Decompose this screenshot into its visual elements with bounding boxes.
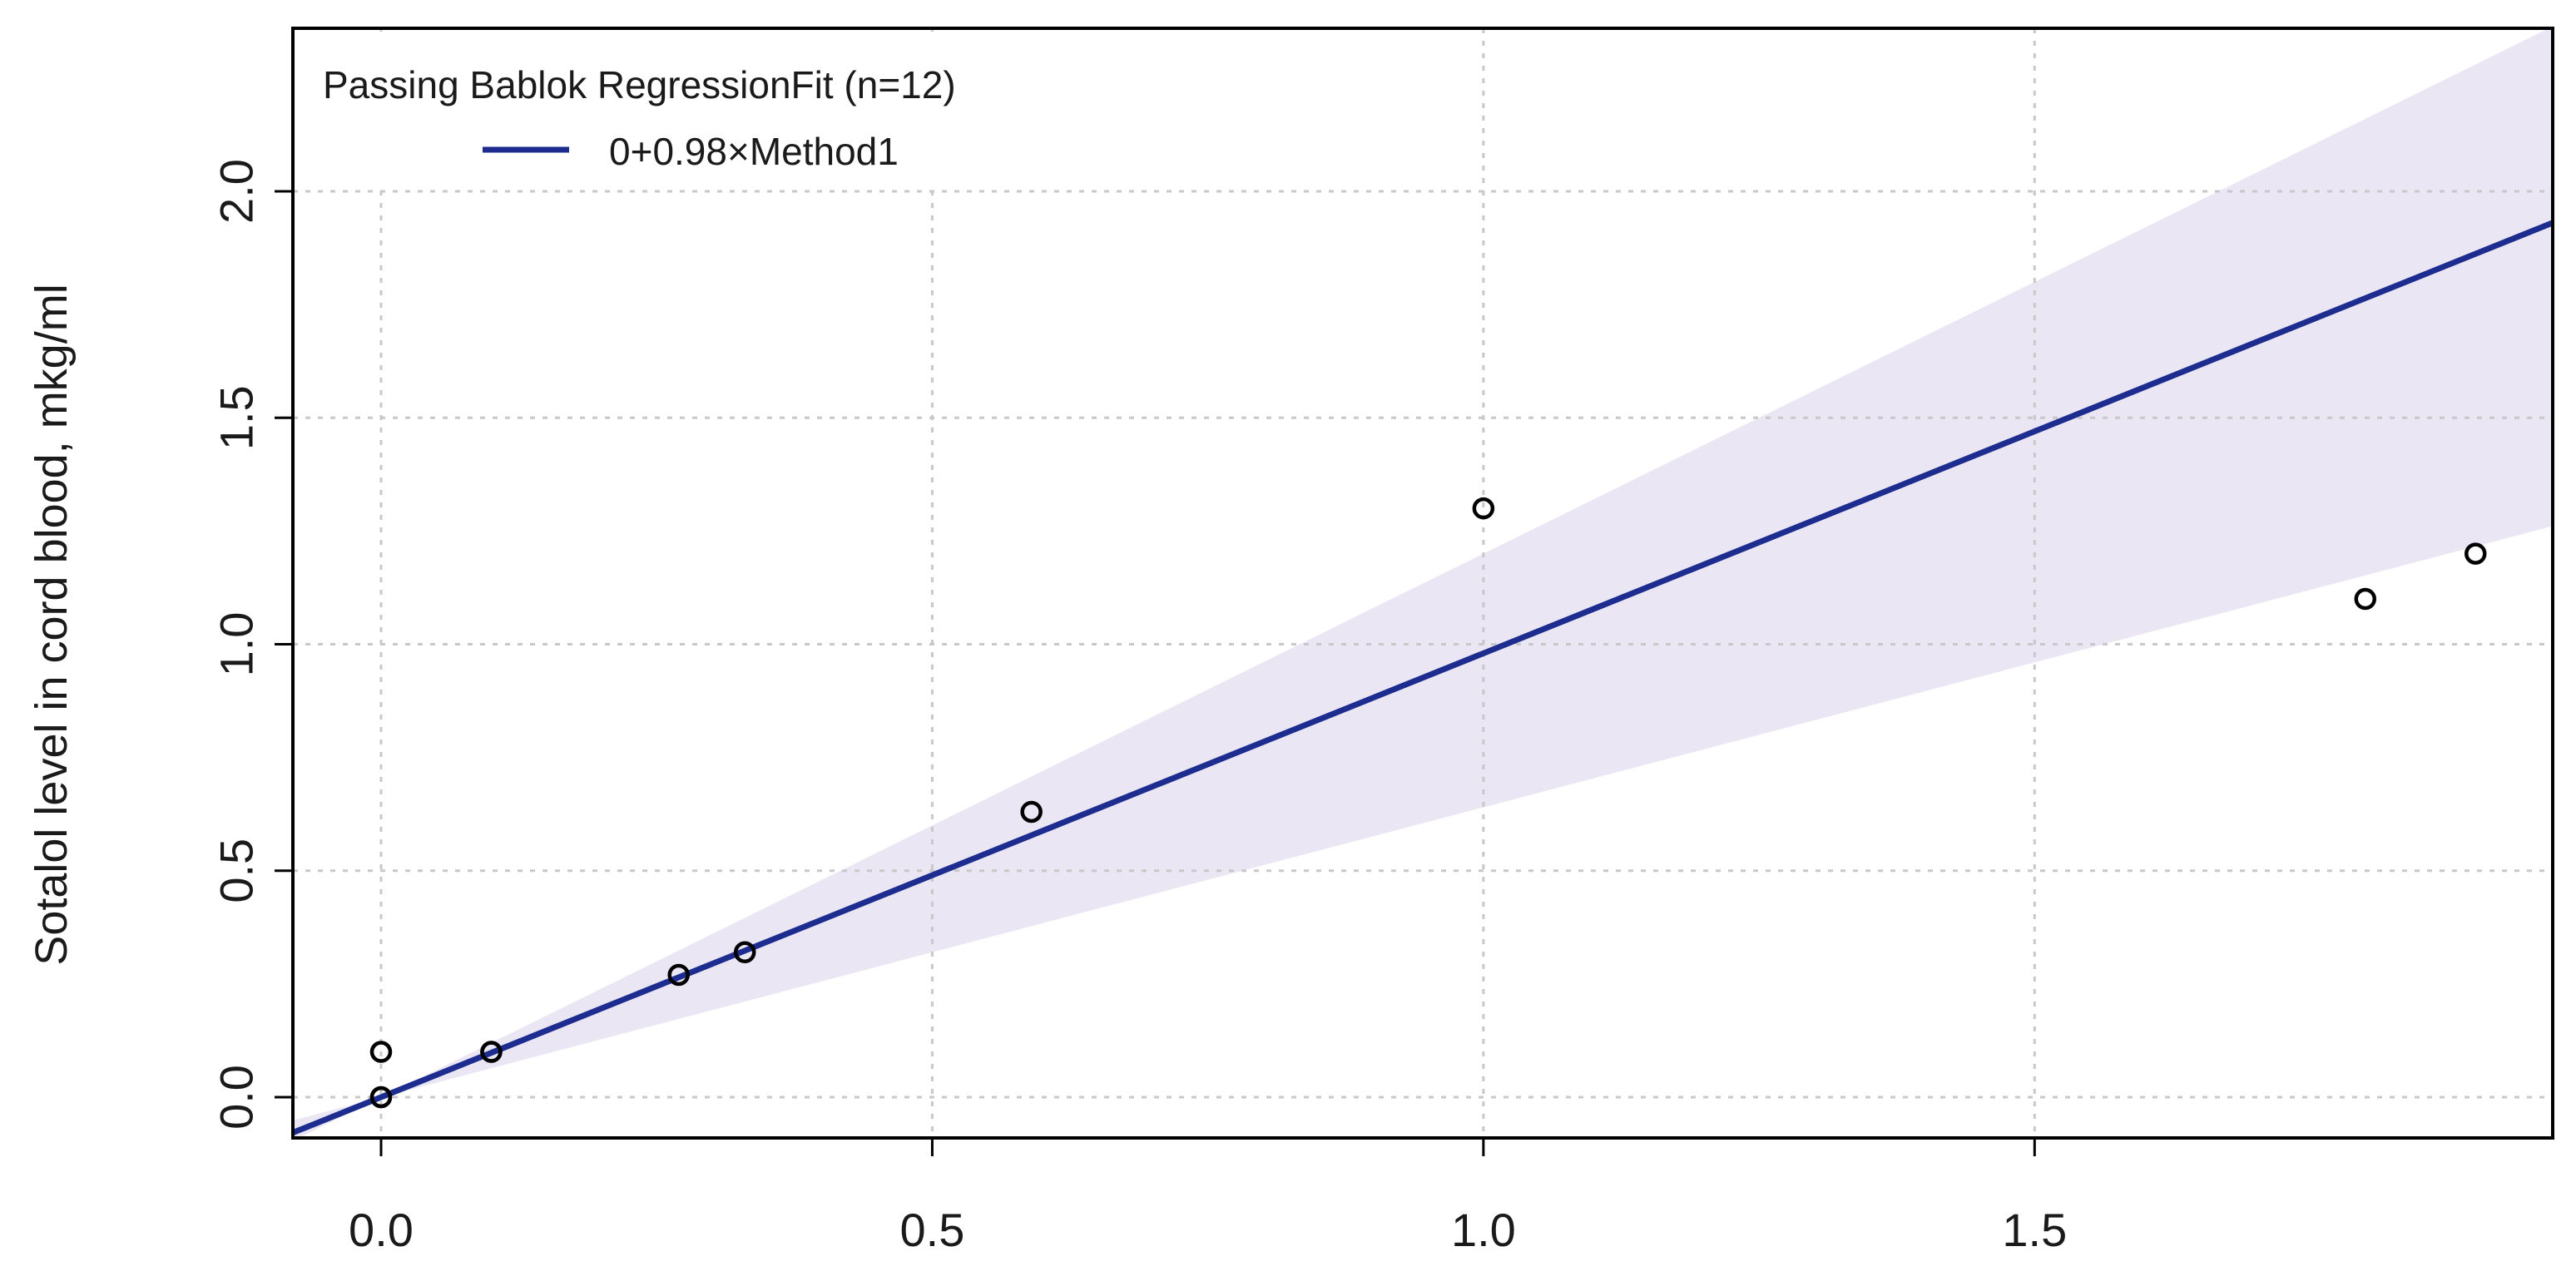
y-tick-label-2: 1.0 [211, 612, 263, 677]
grid-layer [293, 28, 2553, 1138]
regression-line [293, 220, 2553, 1135]
x-tick-label-3: 1.5 [2002, 1204, 2067, 1256]
y-tick-label-3: 1.5 [211, 385, 263, 450]
y-tick-label-0: 0.0 [211, 1065, 263, 1130]
y-axis-title: Sotalol level in cord blood, mkg/ml [27, 284, 77, 965]
x-tick-label-1: 0.5 [899, 1204, 964, 1256]
data-point-7 [1020, 800, 1043, 824]
confidence-band [293, 28, 2553, 1138]
y-tick-label-1: 0.5 [211, 838, 263, 903]
legend-entry-label: 0+0.98×Method1 [609, 130, 899, 173]
legend: Passing Bablok RegressionFit (n=12) 0+0.… [296, 32, 1128, 190]
regression-line-layer [293, 220, 2553, 1135]
plot-frame-layer [291, 27, 2554, 1140]
legend-background [296, 32, 1128, 190]
data-point-5 [667, 963, 690, 987]
data-point-4 [480, 1041, 503, 1063]
data-points-layer [369, 497, 2487, 1109]
axis-ticks-layer: 0.0 0.5 1.0 1.5 0.0 0.5 1.0 1.5 2.0 [211, 159, 2068, 1256]
y-tick-label-4: 2.0 [211, 159, 263, 224]
data-point-8 [1472, 497, 1495, 520]
x-tick-label-2: 1.0 [1451, 1204, 1516, 1256]
plot-frame [291, 27, 2554, 1140]
data-point-2 [369, 1041, 393, 1063]
x-tick-label-0: 0.0 [349, 1204, 414, 1256]
data-point-10 [2465, 542, 2487, 565]
data-point-1 [369, 1086, 393, 1109]
data-point-6 [733, 941, 756, 964]
data-point-9 [2354, 587, 2377, 611]
legend-title: Passing Bablok RegressionFit (n=12) [323, 63, 956, 106]
confidence-band-layer [293, 28, 2553, 1138]
